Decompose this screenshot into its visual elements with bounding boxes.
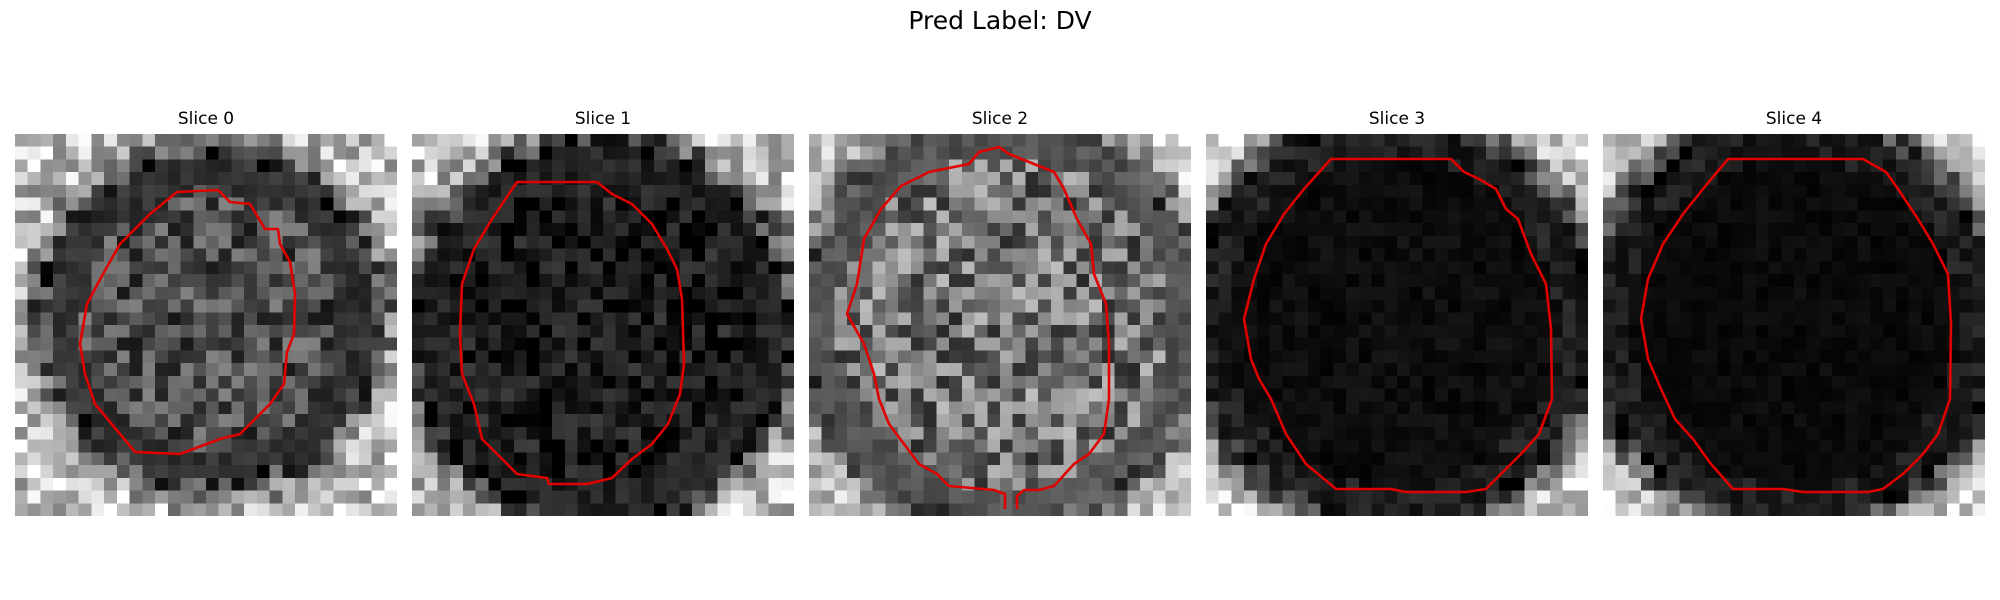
slice-image bbox=[1603, 134, 1985, 516]
segmentation-contour bbox=[1639, 157, 1953, 494]
contour-overlay bbox=[1242, 157, 1554, 494]
figure-title: Pred Label: DV bbox=[908, 6, 1092, 35]
slice-panel-0: Slice 0 bbox=[15, 108, 397, 516]
contour-overlay bbox=[845, 145, 1111, 509]
segmentation-contour bbox=[845, 145, 1111, 509]
slice-title: Slice 0 bbox=[177, 109, 235, 129]
contour-overlay bbox=[1639, 157, 1953, 494]
contour-overlay bbox=[78, 188, 297, 456]
slice-panel-3: Slice 3 bbox=[1206, 108, 1588, 516]
slice-title: Slice 1 bbox=[574, 109, 632, 129]
slice-panel-4: Slice 4 bbox=[1603, 108, 1985, 516]
slice-image bbox=[1206, 134, 1588, 516]
segmentation-contour bbox=[78, 188, 297, 456]
segmentation-contour bbox=[458, 180, 686, 486]
slice-image bbox=[15, 134, 397, 516]
slice-panel-1: Slice 1 bbox=[412, 108, 794, 516]
slice-image bbox=[809, 134, 1191, 516]
slice-title: Slice 3 bbox=[1368, 109, 1426, 129]
contour-overlay bbox=[458, 180, 686, 486]
slice-panel-2: Slice 2 bbox=[809, 108, 1191, 516]
slice-pixels bbox=[1206, 134, 1588, 516]
slice-image bbox=[412, 134, 794, 516]
slice-pixels bbox=[1603, 134, 1985, 516]
slice-pixels bbox=[15, 134, 397, 516]
slice-pixels bbox=[809, 134, 1191, 516]
segmentation-contour bbox=[1242, 157, 1554, 494]
slice-title: Slice 4 bbox=[1765, 109, 1823, 129]
slice-title: Slice 2 bbox=[971, 109, 1029, 129]
slice-pixels bbox=[412, 134, 794, 516]
